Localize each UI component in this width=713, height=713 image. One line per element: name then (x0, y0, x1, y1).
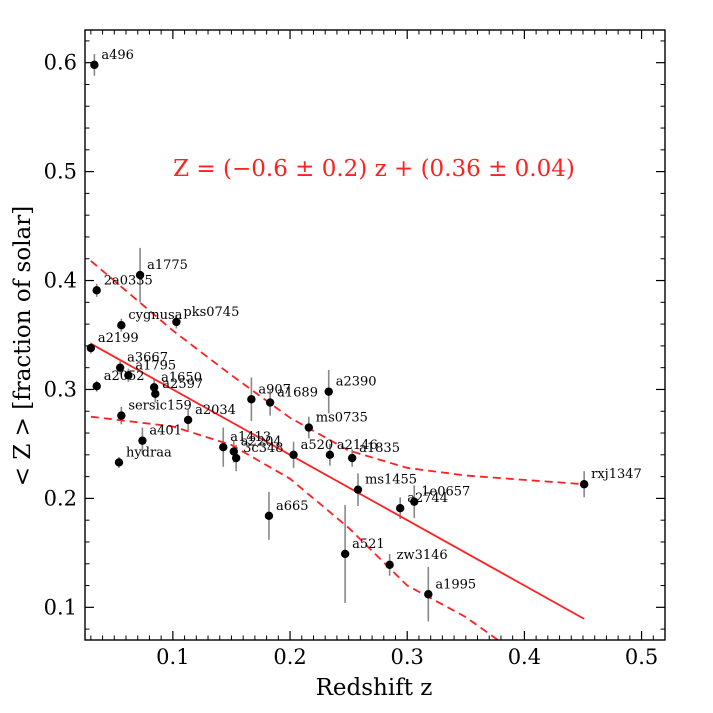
label-a2390: a2390 (336, 375, 377, 390)
point-a2146 (325, 450, 335, 460)
point-a3667 (115, 363, 125, 372)
point-zw3146 (385, 560, 394, 570)
point-a2744 (395, 503, 405, 513)
label-3c348: 3c348 (243, 441, 283, 456)
x-tick-label: 0.2 (273, 645, 306, 669)
label-a520: a520 (301, 438, 334, 453)
point-a1650 (149, 383, 159, 392)
point-ms0735 (304, 423, 313, 432)
point-a2390 (324, 387, 333, 396)
label-a401: a401 (149, 424, 182, 439)
y-tick-label: 0.1 (44, 595, 77, 619)
point-ms1455 (353, 485, 363, 494)
plot-frame (84, 29, 666, 641)
x-tick-label: 0.3 (391, 645, 424, 669)
point-a496 (90, 60, 99, 70)
label-a2146: a2146 (337, 438, 378, 453)
axes-layer: 0.1 0.2 0.3 0.4 0.5 0.1 0.2 0.3 0.4 0.5 0.6 (44, 29, 666, 669)
label-a2204: a2204 (241, 435, 282, 450)
confidence-band-layer (90, 260, 585, 640)
fit-equation-label: Z = (−0.6 ± 0.2) z + (0.36 ± 0.04) (173, 156, 575, 182)
point-hydraa (114, 458, 124, 467)
point-a1995 (424, 590, 433, 599)
point-a2204 (229, 447, 239, 456)
point-a1775 (135, 270, 145, 280)
label-zw3146: zw3146 (397, 548, 448, 563)
y-tick-label: 0.2 (44, 486, 77, 510)
label-a1795: a1795 (135, 358, 176, 373)
label-pks0745: pks0745 (183, 305, 239, 320)
best-fit-line (90, 342, 585, 620)
label-a2052: a2052 (104, 369, 145, 384)
lower-confidence-band (90, 415, 500, 640)
point-a521 (340, 549, 350, 559)
label-a1650: a1650 (161, 370, 202, 385)
point-pks0745 (172, 317, 181, 327)
y-tick-label: 0.3 (44, 377, 77, 401)
point-a1689 (265, 398, 275, 407)
label-sersic159: sersic159 (128, 399, 192, 414)
data-point-layer (86, 60, 589, 599)
point-a2052 (92, 381, 101, 391)
label-a3667: a3667 (127, 351, 168, 366)
label-cygnusa: cygnusa (128, 308, 182, 323)
x-axis-title: Redshift z (316, 675, 433, 701)
point-a2597 (151, 389, 160, 399)
y-tick-label: 0.6 (44, 51, 77, 75)
upper-confidence-band (90, 260, 585, 486)
label-a665: a665 (276, 499, 309, 514)
label-hydraa: hydraa (126, 445, 172, 460)
label-a1835: a1835 (359, 441, 400, 456)
point-rxj1347 (579, 480, 589, 489)
label-a521: a521 (352, 537, 385, 552)
label-a2744: a2744 (407, 491, 448, 506)
errorbar-layer (90, 53, 585, 622)
label-2a0335: 2a0335 (104, 273, 153, 288)
label-a1995: a1995 (435, 577, 476, 592)
point-a907 (247, 395, 256, 404)
x-tick-label: 0.4 (508, 645, 541, 669)
point-a401 (138, 436, 147, 445)
label-a907: a907 (258, 382, 291, 397)
label-a2199: a2199 (98, 331, 139, 346)
point-a665 (264, 511, 274, 521)
point-1e0657 (410, 497, 419, 506)
label-a496: a496 (101, 48, 134, 63)
label-ms0735: ms0735 (316, 411, 368, 426)
label-rxj1347: rxj1347 (591, 467, 642, 482)
label-a2034: a2034 (195, 403, 236, 418)
point-cygnusa (117, 320, 126, 330)
point-a1413 (219, 442, 228, 452)
y-tick-label: 0.4 (44, 269, 77, 293)
point-3c348 (231, 453, 241, 463)
label-a1413: a1413 (230, 430, 271, 445)
point-a1835 (347, 453, 357, 463)
fit-line-layer (90, 342, 585, 620)
y-axis-title: < Z > [fraction of solar] (10, 206, 36, 486)
label-a1689: a1689 (277, 386, 318, 401)
point-a520 (289, 450, 298, 460)
label-ms1455: ms1455 (365, 473, 417, 488)
point-sersic159 (117, 411, 126, 420)
label-a2597: a2597 (162, 377, 203, 392)
point-a1795 (124, 371, 133, 380)
label-a1775: a1775 (147, 258, 188, 273)
y-tick-label: 0.5 (44, 160, 77, 184)
x-tick-label: 0.5 (625, 645, 658, 669)
point-a2199 (86, 343, 96, 353)
x-tick-label: 0.1 (156, 645, 189, 669)
point-a2034 (183, 415, 193, 425)
point-2a0335 (92, 286, 101, 295)
label-1e0657: 1e0657 (421, 485, 470, 500)
